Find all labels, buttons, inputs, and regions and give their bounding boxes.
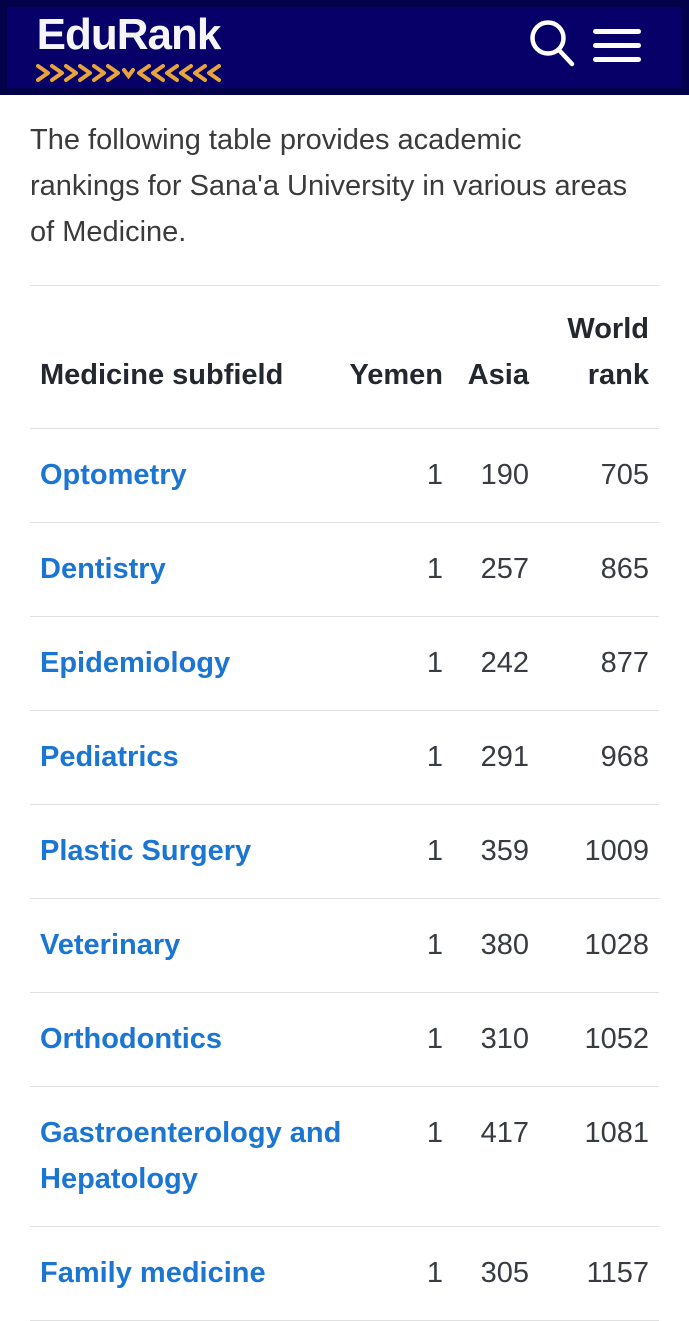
app-header: EduRank	[0, 0, 689, 95]
world-rank-cell: 1028	[529, 898, 659, 993]
laurel-wreath-icon	[36, 63, 221, 82]
table-body: Optometry 1 190 705 Dentistry 1 257 865 …	[30, 428, 659, 1321]
table-row: Family medicine 1 305 1157	[30, 1226, 659, 1321]
subfield-link[interactable]: Orthodontics	[40, 1023, 223, 1055]
table-row: Orthodontics 1 310 1052	[30, 992, 659, 1087]
intro-text: The following table provides academic ra…	[30, 124, 628, 248]
col-header-asia: Asia	[443, 285, 529, 429]
col-header-yemen: Yemen	[343, 285, 443, 429]
col-header-subfield: Medicine subfield	[30, 285, 343, 429]
header-actions	[526, 18, 641, 77]
subfield-link[interactable]: Epidemiology	[40, 647, 231, 679]
yemen-rank-cell: 1	[343, 522, 443, 617]
asia-rank-cell: 359	[443, 804, 529, 899]
hamburger-menu-icon	[593, 29, 641, 62]
yemen-rank-cell: 1	[343, 710, 443, 805]
yemen-rank-cell: 1	[343, 992, 443, 1087]
subfield-link[interactable]: Dentistry	[40, 553, 166, 585]
subfield-link[interactable]: Optometry	[40, 459, 187, 491]
asia-rank-cell: 417	[443, 1086, 529, 1227]
yemen-rank-cell: 1	[343, 428, 443, 523]
world-rank-cell: 1009	[529, 804, 659, 899]
table-header: Medicine subfield Yemen Asia World rank	[30, 285, 659, 429]
world-rank-cell: 865	[529, 522, 659, 617]
yemen-rank-cell: 1	[343, 898, 443, 993]
table-row: Dentistry 1 257 865	[30, 522, 659, 617]
subfield-link[interactable]: Veterinary	[40, 929, 181, 961]
world-rank-cell: 877	[529, 616, 659, 711]
rankings-table: Medicine subfield Yemen Asia World rank …	[30, 285, 659, 1321]
table-row: Veterinary 1 380 1028	[30, 898, 659, 993]
asia-rank-cell: 305	[443, 1226, 529, 1321]
table-row: Epidemiology 1 242 877	[30, 616, 659, 711]
table-row: Plastic Surgery 1 359 1009	[30, 804, 659, 899]
subfield-link[interactable]: Pediatrics	[40, 741, 179, 773]
table-row: Gastroenterology and Hepatology 1 417 10…	[30, 1086, 659, 1227]
menu-button[interactable]	[593, 29, 641, 66]
asia-rank-cell: 242	[443, 616, 529, 711]
subfield-link[interactable]: Plastic Surgery	[40, 835, 252, 867]
search-button[interactable]	[526, 18, 578, 77]
world-rank-cell: 1081	[529, 1086, 659, 1227]
asia-rank-cell: 380	[443, 898, 529, 993]
asia-rank-cell: 190	[443, 428, 529, 523]
table-row: Pediatrics 1 291 968	[30, 710, 659, 805]
table-row: Optometry 1 190 705	[30, 428, 659, 523]
yemen-rank-cell: 1	[343, 616, 443, 711]
yemen-rank-cell: 1	[343, 1086, 443, 1227]
search-icon	[530, 20, 575, 67]
edurank-logo-text: EduRank	[36, 9, 222, 59]
world-rank-cell: 1157	[529, 1226, 659, 1321]
yemen-rank-cell: 1	[343, 1226, 443, 1321]
yemen-rank-cell: 1	[343, 804, 443, 899]
asia-rank-cell: 291	[443, 710, 529, 805]
subfield-link[interactable]: Gastroenterology and Hepatology	[40, 1117, 342, 1195]
col-header-world-rank: World rank	[529, 285, 659, 429]
table-header-row: Medicine subfield Yemen Asia World rank	[30, 285, 659, 429]
world-rank-cell: 1052	[529, 992, 659, 1087]
world-rank-cell: 968	[529, 710, 659, 805]
world-rank-cell: 705	[529, 428, 659, 523]
asia-rank-cell: 257	[443, 522, 529, 617]
asia-rank-cell: 310	[443, 992, 529, 1087]
page-content: The following table provides academic ra…	[0, 117, 689, 1321]
subfield-link[interactable]: Family medicine	[40, 1257, 266, 1289]
edurank-logo[interactable]: EduRank	[26, 9, 231, 86]
